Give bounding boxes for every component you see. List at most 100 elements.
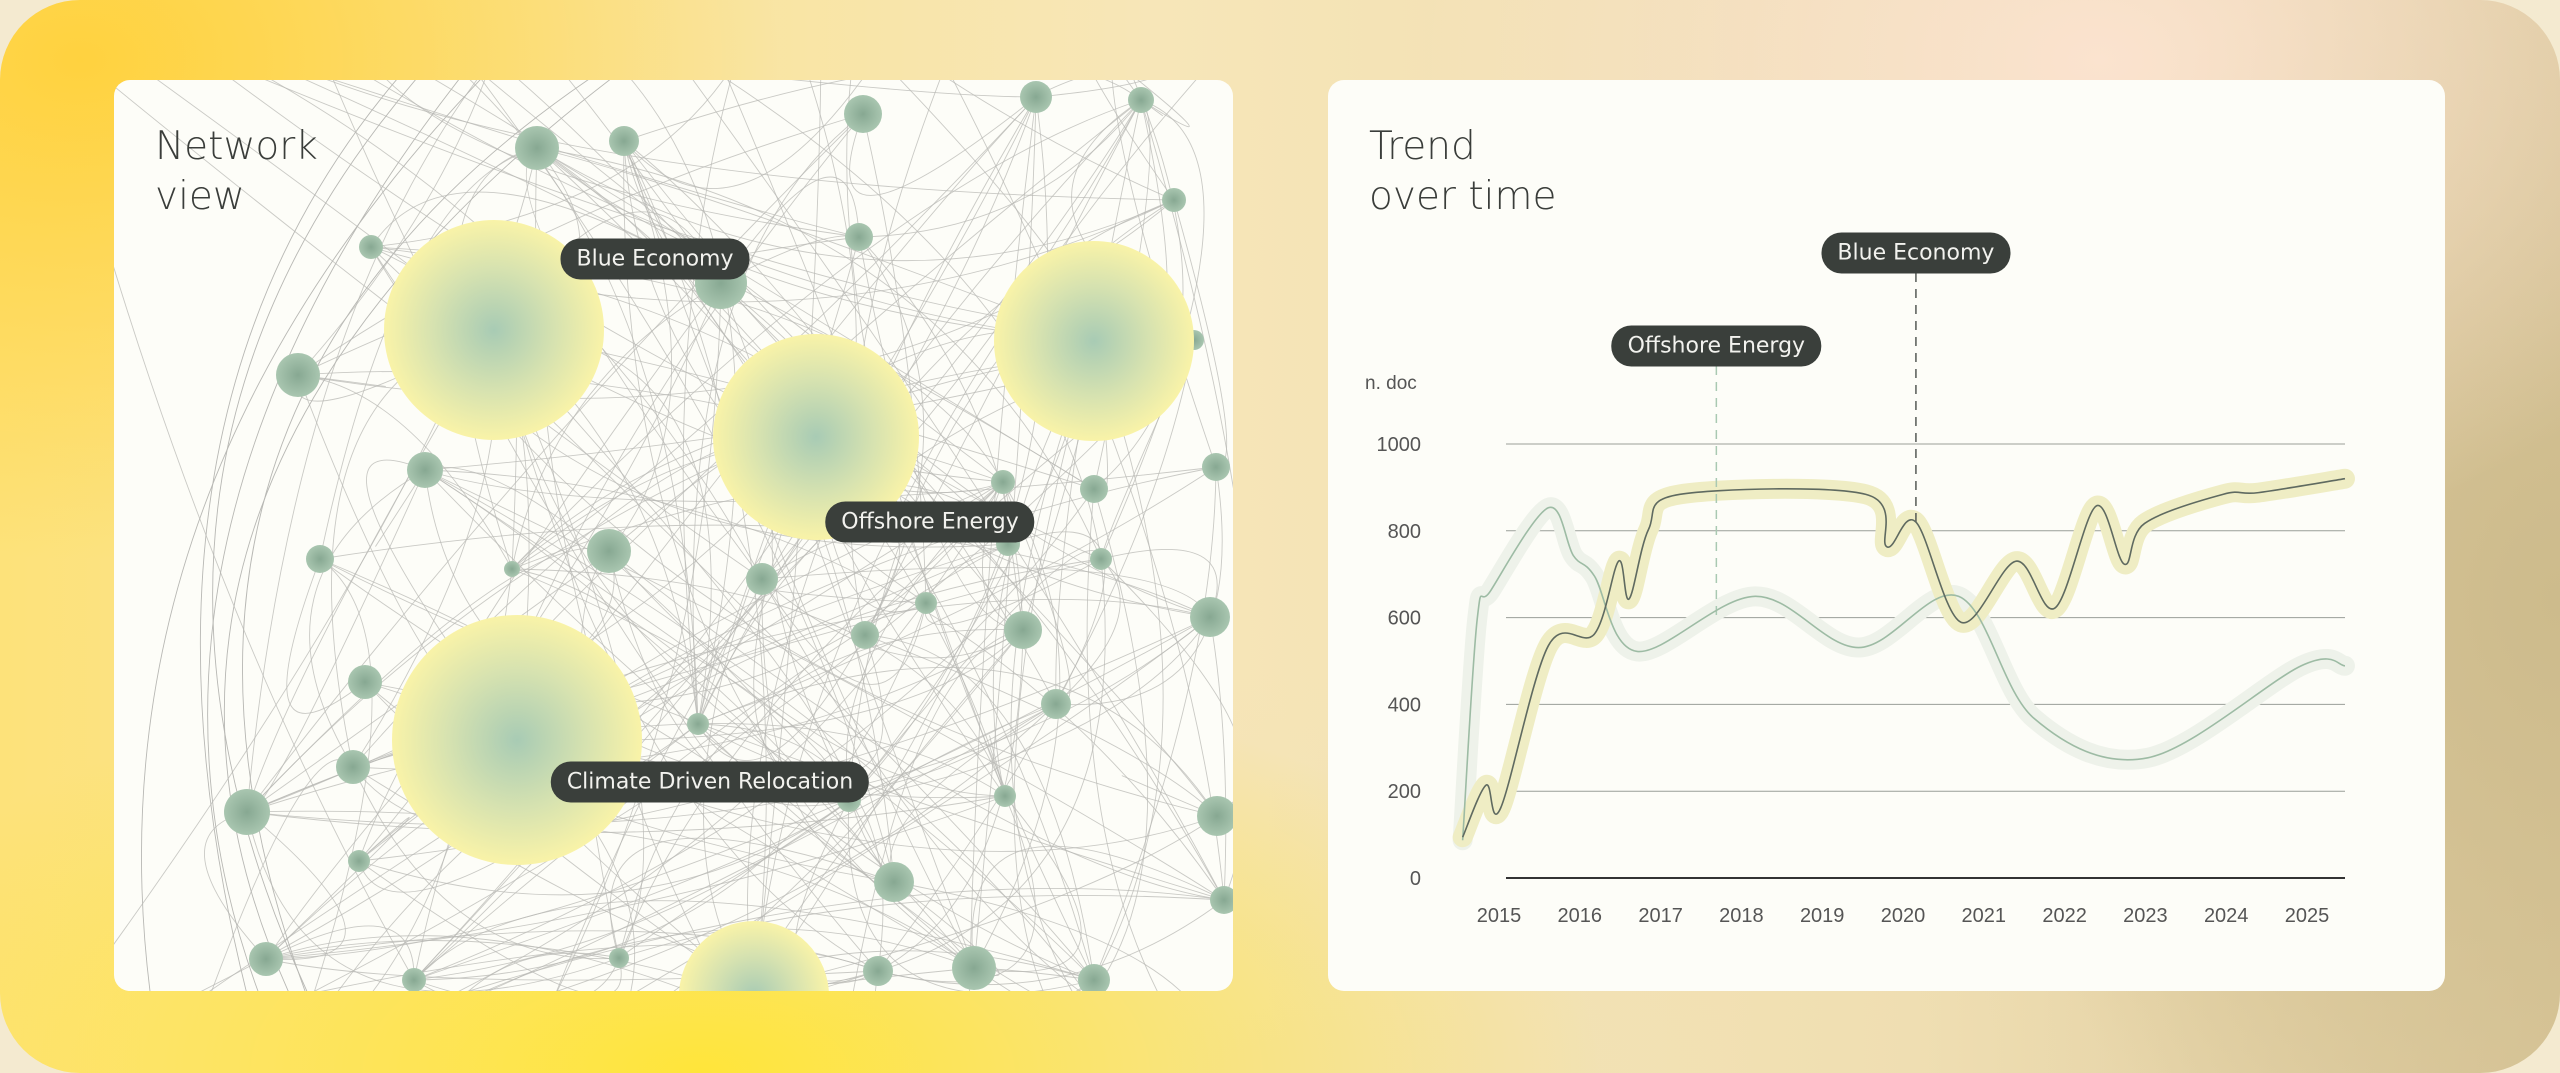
network-edge	[518, 80, 1024, 631]
network-edge	[1055, 99, 1142, 705]
network-node[interactable]	[1202, 453, 1230, 481]
network-node[interactable]	[915, 592, 937, 614]
network-node[interactable]	[587, 529, 631, 573]
annotation-label-blue-economy[interactable]: Blue Economy	[1821, 232, 2011, 274]
network-node[interactable]	[504, 561, 520, 577]
network-edge	[204, 811, 267, 960]
network-edge	[864, 634, 1218, 817]
network-edge	[246, 795, 1006, 834]
network-edge	[1140, 99, 1233, 901]
network-node[interactable]	[348, 850, 370, 872]
network-edge	[265, 466, 1217, 960]
network-edge	[705, 950, 1095, 991]
series-lines	[1461, 477, 2346, 841]
network-node[interactable]	[1090, 548, 1112, 570]
trend-panel: Trend over time 0 200 400 600 800 1000 2015 20…	[1328, 80, 2445, 991]
network-node[interactable]	[845, 223, 873, 251]
network-edge	[556, 282, 722, 991]
network-node[interactable]	[402, 968, 426, 991]
network-node[interactable]	[336, 750, 370, 784]
network-edge	[413, 799, 850, 981]
network-node[interactable]	[687, 713, 709, 735]
network-node[interactable]	[746, 563, 778, 595]
network-edge	[877, 339, 1195, 972]
network-node[interactable]	[609, 948, 629, 968]
network-edge	[141, 80, 481, 991]
network-node[interactable]	[224, 789, 270, 835]
network-node[interactable]	[407, 452, 443, 488]
y-tick-label: 200	[1388, 781, 1421, 803]
network-node[interactable]	[1020, 81, 1052, 113]
network-hub-node[interactable]	[384, 220, 604, 440]
network-node[interactable]	[994, 785, 1016, 807]
network-edge	[877, 795, 1036, 983]
network-hub-node[interactable]	[392, 615, 642, 865]
network-edge	[413, 543, 1009, 981]
y-tick-label: 600	[1388, 608, 1421, 630]
annotation-label-offshore-energy[interactable]: Offshore Energy	[1611, 325, 1822, 367]
series-line-offshore-energy[interactable]	[1461, 506, 2346, 841]
network-node[interactable]	[1080, 475, 1108, 503]
network-node[interactable]	[1128, 87, 1154, 113]
network-edge	[761, 578, 927, 685]
network-edge	[697, 723, 1031, 991]
network-edge	[424, 466, 1217, 502]
network-edge	[924, 558, 1102, 626]
network-edge	[265, 795, 1006, 960]
network-node[interactable]	[1078, 964, 1110, 991]
x-tick-label: 2024	[2204, 905, 2249, 927]
network-edge	[692, 113, 864, 725]
network-node[interactable]	[991, 470, 1015, 494]
network-node[interactable]	[276, 353, 320, 397]
network-node[interactable]	[306, 545, 334, 573]
network-node[interactable]	[844, 95, 882, 133]
network-node[interactable]	[249, 942, 283, 976]
network-node[interactable]	[609, 126, 639, 156]
network-node[interactable]	[952, 946, 996, 990]
network-hub-node[interactable]	[679, 921, 829, 991]
network-node[interactable]	[1004, 611, 1042, 649]
network-edge	[889, 703, 1057, 883]
network-node[interactable]	[851, 621, 879, 649]
network-node[interactable]	[1210, 886, 1233, 914]
network-edge	[358, 860, 622, 991]
network-edge	[623, 80, 1142, 142]
x-tick-label: 2018	[1719, 905, 1764, 927]
network-node[interactable]	[863, 956, 893, 986]
network-edge	[556, 703, 1057, 991]
series-line-blue-economy[interactable]	[1461, 477, 2346, 838]
x-tick-label: 2022	[2042, 905, 2087, 927]
network-edge	[971, 845, 1225, 969]
network-edge	[467, 887, 1225, 991]
network-edge	[265, 935, 690, 991]
node-label-climate-driven-relocation[interactable]: Climate Driven Relocation	[550, 761, 870, 803]
network-edge	[623, 80, 863, 189]
network-node[interactable]	[1190, 597, 1230, 637]
network-hub-node[interactable]	[994, 241, 1194, 441]
node-label-blue-economy[interactable]: Blue Economy	[560, 238, 750, 280]
network-edge	[608, 550, 1006, 797]
node-label-offshore-energy[interactable]: Offshore Energy	[825, 501, 1035, 543]
x-tick-label: 2021	[1962, 905, 2007, 927]
network-node[interactable]	[1197, 796, 1233, 836]
network-edge	[199, 80, 397, 991]
network-edge	[1055, 466, 1223, 706]
network-edge	[511, 568, 895, 883]
network-node[interactable]	[1041, 689, 1071, 719]
network-node[interactable]	[1162, 188, 1186, 212]
network-edge	[973, 96, 1037, 969]
network-node[interactable]	[359, 235, 383, 259]
network-edge	[1035, 80, 1147, 98]
network-edge	[511, 282, 722, 570]
series-glows	[1452, 468, 2355, 851]
network-node[interactable]	[515, 126, 559, 170]
network-edge	[413, 799, 850, 981]
series-glow-blue-economy	[1452, 468, 2355, 848]
network-edge	[1100, 558, 1233, 817]
network-node[interactable]	[874, 862, 914, 902]
network-edge	[1093, 340, 1164, 981]
network-hub-node[interactable]	[713, 334, 919, 540]
network-node[interactable]	[348, 665, 382, 699]
network-edge	[761, 578, 1081, 991]
